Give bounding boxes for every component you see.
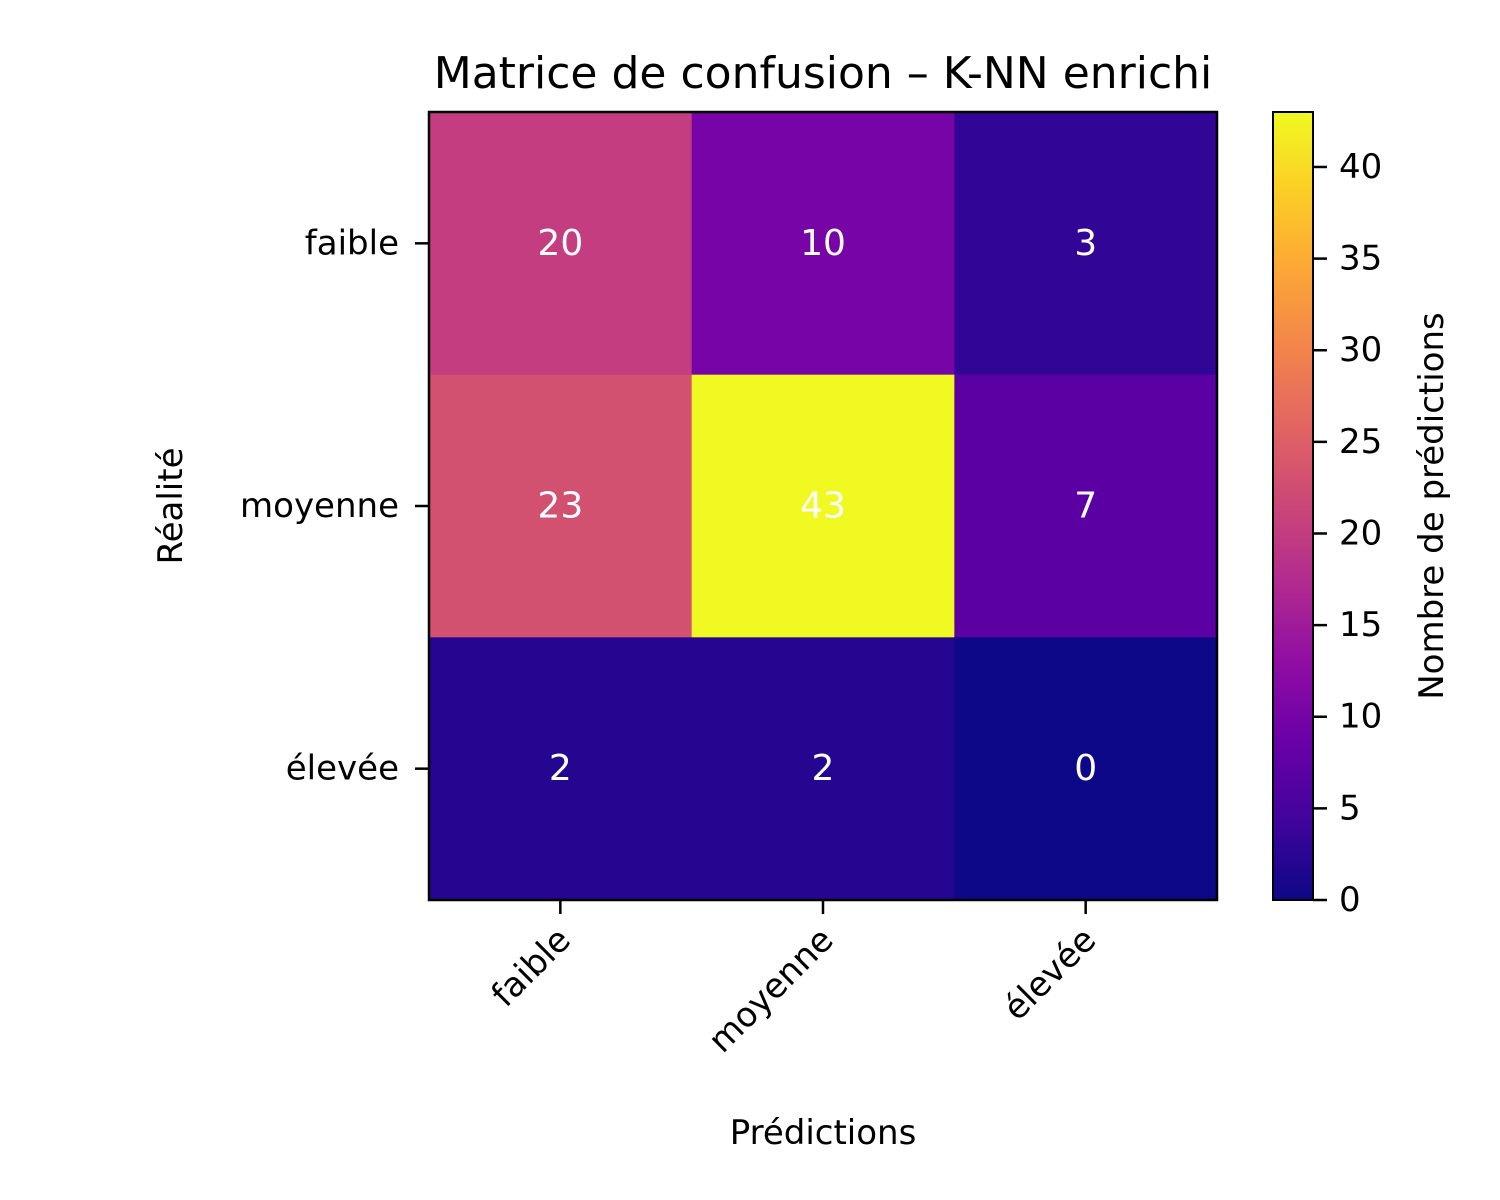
heatmap-cell — [691, 637, 955, 901]
cell-value-label: 2 — [812, 748, 835, 789]
heatmap-cell — [429, 374, 693, 638]
heatmap-cell — [691, 112, 955, 376]
y-axis-label: Réalité — [151, 448, 191, 565]
cell-value-label: 43 — [800, 486, 846, 527]
colorbar: 0 5 10 15 20 25 30 35 40 Nombre de prédictions — [1272, 111, 1452, 920]
colorbar-tick-label: 40 — [1339, 147, 1382, 187]
cell-value-label: 20 — [537, 223, 583, 264]
colorbar-tick-label: 10 — [1339, 697, 1382, 737]
cell-value-label: 0 — [1074, 748, 1097, 789]
y-axis-ticks: faible moyenne élevée — [240, 223, 429, 789]
cell-value-label: 10 — [800, 223, 846, 264]
x-tick-label: élevée — [996, 920, 1104, 1028]
heatmap-cell — [954, 112, 1218, 376]
x-tick-label: faible — [484, 920, 579, 1015]
y-tick-label: élevée — [286, 749, 399, 789]
heatmap-cell — [954, 374, 1218, 638]
x-axis-label: Prédictions — [730, 1113, 917, 1153]
x-tick-label: moyenne — [701, 920, 842, 1061]
chart-title: Matrice de confusion – K-NN enrichi — [434, 48, 1213, 99]
y-tick-label: faible — [305, 223, 399, 263]
colorbar-label: Nombre de prédictions — [1412, 312, 1452, 700]
cell-value-label: 3 — [1074, 223, 1097, 264]
cell-value-label: 2 — [549, 748, 572, 789]
heatmap-cells — [429, 112, 1218, 901]
colorbar-ticks: 0 5 10 15 20 25 30 35 40 — [1313, 147, 1382, 920]
colorbar-tick-label: 25 — [1339, 422, 1382, 462]
colorbar-tick-label: 35 — [1339, 239, 1382, 279]
heatmap-cell — [954, 637, 1218, 901]
cell-value-label: 7 — [1074, 486, 1097, 527]
heatmap-cell — [691, 374, 955, 638]
colorbar-tick-label: 30 — [1339, 330, 1382, 370]
y-tick-label: moyenne — [240, 486, 399, 526]
colorbar-tick-label: 5 — [1339, 788, 1361, 828]
heatmap-cell — [429, 637, 693, 901]
cell-value-label: 23 — [537, 486, 583, 527]
colorbar-tick-label: 15 — [1339, 605, 1382, 645]
heatmap-cell-labels: 20 10 323 43 72 2 0 — [537, 223, 1097, 789]
colorbar-tick-label: 0 — [1339, 880, 1361, 920]
colorbar-gradient — [1272, 111, 1314, 901]
x-axis-ticks: faible moyenne élevée — [484, 900, 1104, 1061]
colorbar-tick-label: 20 — [1339, 513, 1382, 553]
heatmap-cell — [429, 112, 693, 376]
